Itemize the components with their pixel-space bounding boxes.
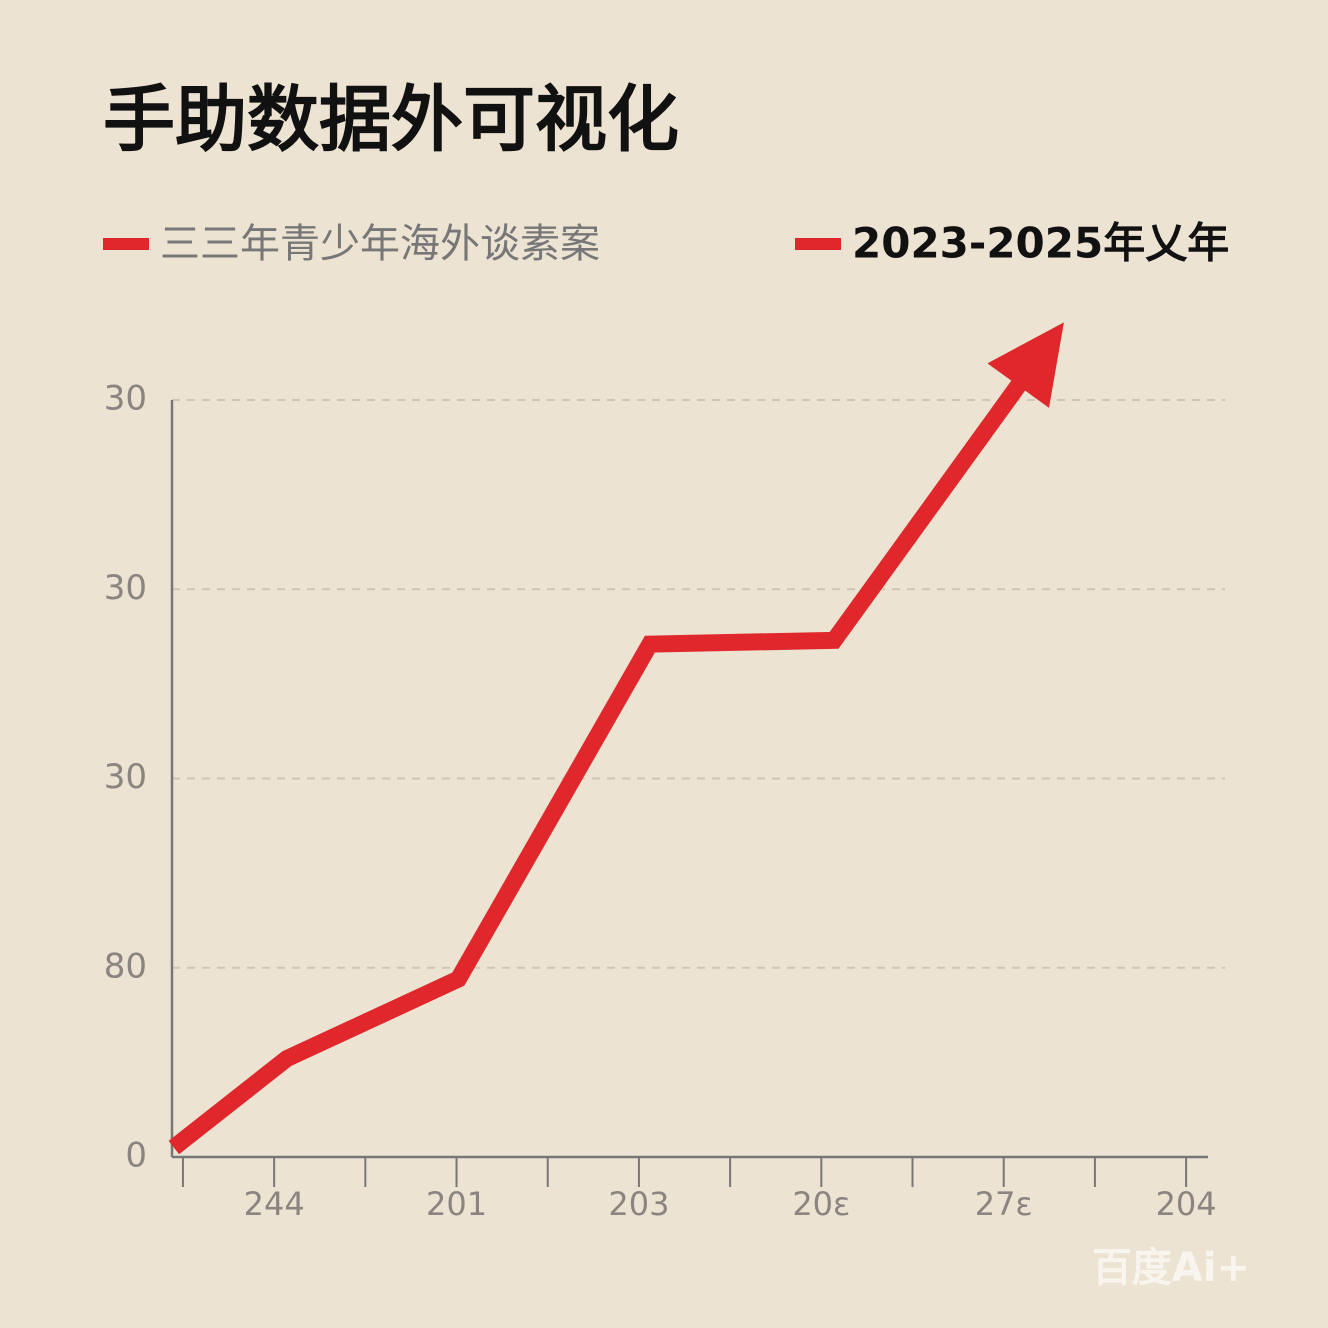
- y-tick-label: 30: [104, 568, 147, 608]
- x-tick-label: 20ε: [792, 1185, 850, 1223]
- y-tick-label: 30: [104, 757, 147, 797]
- y-tick-label: 30: [104, 379, 147, 419]
- data-line: [168, 377, 1028, 1155]
- x-tick-label: 244: [244, 1185, 305, 1223]
- x-tick-label: 203: [608, 1185, 669, 1223]
- x-tick-label: 27ɛ: [975, 1185, 1033, 1223]
- legend-label: 三三年青少年海外谈素案: [160, 221, 600, 267]
- legend-swatch: [103, 238, 149, 250]
- legend-swatch: [795, 238, 841, 250]
- watermark: 百度Ai+: [1092, 1245, 1250, 1291]
- legend-label: 2023-2025年乂年: [852, 219, 1229, 268]
- x-tick-label: 201: [426, 1185, 487, 1223]
- arrow-head: [987, 322, 1064, 408]
- chart-title: 手助数据外可视化: [103, 78, 679, 162]
- x-tick-label: 204: [1156, 1185, 1217, 1223]
- y-tick-label: 0: [125, 1136, 147, 1176]
- y-tick-label: 80: [104, 946, 147, 986]
